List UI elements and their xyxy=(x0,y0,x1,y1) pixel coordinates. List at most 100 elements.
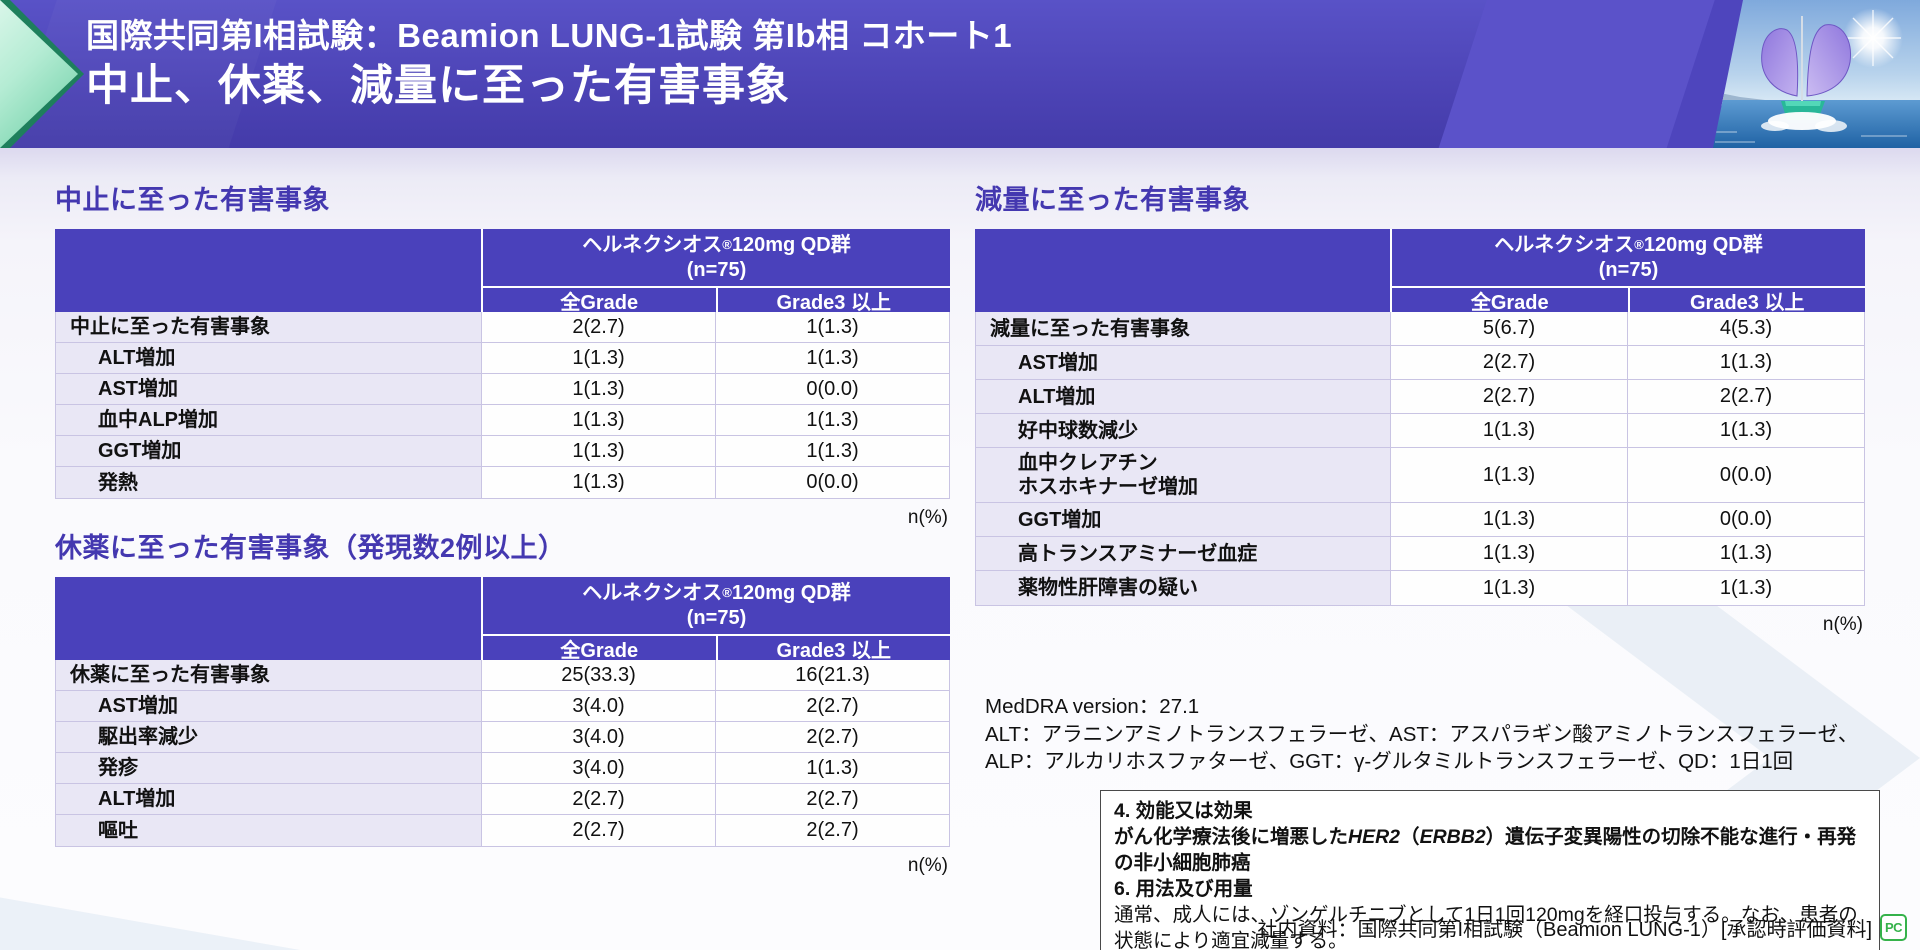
grade3-plus-value: 1(1.3) xyxy=(1627,346,1864,379)
grade3-plus-value: 2(2.7) xyxy=(715,691,949,721)
lung-sailboat-illustration xyxy=(1713,0,1920,148)
brand-name: ヘルネクシオス xyxy=(582,581,723,604)
adverse-event-label: ALT増加 xyxy=(56,784,481,814)
grade3-plus-value: 1(1.3) xyxy=(1627,414,1864,447)
table-row: 薬物性肝障害の疑い 1(1.3) 1(1.3) xyxy=(976,571,1864,605)
grade3-plus-value: 2(2.7) xyxy=(1627,380,1864,413)
grade3-plus-value: 0(0.0) xyxy=(715,374,949,404)
sample-size: (n=75) xyxy=(1598,258,1659,281)
adverse-event-label: AST増加 xyxy=(56,691,481,721)
adverse-event-label: AST増加 xyxy=(976,346,1390,379)
abbreviation-footnotes: MedDRA version：27.1 ALT：アラニンアミノトランスフェラーゼ… xyxy=(985,693,1858,776)
grade3-plus-value: 1(1.3) xyxy=(1627,571,1864,605)
section-title-discontinuation: 中止に至った有害事象 xyxy=(55,185,330,215)
table-body: 減量に至った有害事象 5(6.7) 4(5.3) AST増加 2(2.7) 1(1.3) A… xyxy=(975,312,1865,606)
table-row: 中止に至った有害事象 2(2.7) 1(1.3) xyxy=(56,312,949,343)
column-header-grade3plus: Grade3 以上 xyxy=(715,286,950,314)
table-body: 休薬に至った有害事象 25(33.3) 16(21.3) AST増加 3(4.0) 2(2… xyxy=(55,660,950,847)
all-grade-value: 5(6.7) xyxy=(1390,312,1627,345)
dose-label: 120mg QD群 xyxy=(731,233,851,256)
adverse-event-label: 駆出率減少 xyxy=(56,722,481,752)
adverse-event-label: 血中ALP増加 xyxy=(56,405,481,435)
all-grade-value: 2(2.7) xyxy=(1390,346,1627,379)
adverse-event-label: ALT増加 xyxy=(976,380,1390,413)
indication-heading: 4. 効能又は効果 xyxy=(1114,800,1253,822)
grade3-plus-value: 1(1.3) xyxy=(715,343,949,373)
table-row: GGT増加 1(1.3) 0(0.0) xyxy=(976,503,1864,537)
grade3-plus-value: 1(1.3) xyxy=(715,753,949,783)
table-row: 発疹 3(4.0) 1(1.3) xyxy=(56,753,949,784)
all-grade-value: 2(2.7) xyxy=(481,815,715,846)
right-lung-sail xyxy=(1806,24,1851,97)
sample-size: (n=75) xyxy=(686,258,747,281)
adverse-event-label: 休薬に至った有害事象 xyxy=(56,660,481,690)
gene-name-her2: HER2 xyxy=(1348,826,1401,848)
registered-mark: ® xyxy=(722,584,732,600)
adverse-event-label: 薬物性肝障害の疑い xyxy=(976,571,1390,605)
section-title-interruption: 休薬に至った有害事象（発現数2例以上） xyxy=(55,533,566,563)
adverse-event-label: 好中球数減少 xyxy=(976,414,1390,447)
all-grade-value: 2(2.7) xyxy=(1390,380,1627,413)
treatment-group-header: ヘルネクシオス®120mg QD群 (n=75) xyxy=(481,577,950,634)
grade3-plus-value: 0(0.0) xyxy=(1627,448,1864,502)
dose-label: 120mg QD群 xyxy=(1643,233,1763,256)
sun-rays xyxy=(1845,10,1901,66)
grade3-plus-value: 2(2.7) xyxy=(715,815,949,846)
indication-dosage-box: 4. 効能又は効果 がん化学療法後に増悪したHER2（ERBB2）遺伝子変異陽性… xyxy=(1100,790,1880,950)
adverse-event-label: 中止に至った有害事象 xyxy=(56,312,481,342)
dose-label: 120mg QD群 xyxy=(731,581,851,604)
table-row: 高トランスアミナーゼ血症 1(1.3) 1(1.3) xyxy=(976,537,1864,571)
all-grade-value: 2(2.7) xyxy=(481,312,715,342)
table-row: AST増加 1(1.3) 0(0.0) xyxy=(56,374,949,405)
table-row: GGT増加 1(1.3) 1(1.3) xyxy=(56,436,949,467)
table-row: 嘔吐 2(2.7) 2(2.7) xyxy=(56,815,949,846)
table-row: 駆出率減少 3(4.0) 2(2.7) xyxy=(56,722,949,753)
reduction-table: ヘルネクシオス®120mg QD群 (n=75) 全Grade Grade3 以… xyxy=(975,229,1865,606)
all-grade-value: 1(1.3) xyxy=(1390,503,1627,536)
empty-header-cell xyxy=(975,229,1390,312)
table-header: ヘルネクシオス®120mg QD群 (n=75) 全Grade Grade3 以… xyxy=(55,577,950,662)
all-grade-value: 1(1.3) xyxy=(481,467,715,498)
table-row: 好中球数減少 1(1.3) 1(1.3) xyxy=(976,414,1864,448)
header-titles: 国際共同第I相試験：Beamion LUNG-1試験 第Ib相 コホート1 中止… xyxy=(86,14,1012,114)
all-grade-value: 1(1.3) xyxy=(1390,571,1627,605)
section-title-reduction: 減量に至った有害事象 xyxy=(975,185,1250,215)
abbreviation-line-1: ALT：アラニンアミノトランスフェラーゼ、AST：アスパラギン酸アミノトランスフ… xyxy=(985,722,1859,746)
abbreviation-line-2: ALP：アルカリホスファターゼ、GGT：γ-グルタミルトランスフェラーゼ、QD：… xyxy=(985,750,1794,773)
table-row: 減量に至った有害事象 5(6.7) 4(5.3) xyxy=(976,312,1864,346)
adverse-event-label: ALT増加 xyxy=(56,343,481,373)
discontinuation-section: 中止に至った有害事象 ヘルネクシオス®120mg QD群 (n=75) 全Gra… xyxy=(55,178,950,529)
all-grade-value: 1(1.3) xyxy=(481,436,715,466)
grade3-plus-value: 0(0.0) xyxy=(1627,503,1864,536)
adverse-event-label: GGT増加 xyxy=(976,503,1390,536)
grade3-plus-value: 1(1.3) xyxy=(715,405,949,435)
corner-watermark xyxy=(0,897,300,950)
all-grade-value: 1(1.3) xyxy=(481,343,715,373)
unit-note: n(%) xyxy=(907,855,948,876)
table-row: AST増加 3(4.0) 2(2.7) xyxy=(56,691,949,722)
grade3-plus-value: 1(1.3) xyxy=(715,436,949,466)
indication-segment: （ xyxy=(1400,826,1420,848)
all-grade-value: 2(2.7) xyxy=(481,784,715,814)
adverse-event-label: 発熱 xyxy=(56,467,481,498)
unit-note: n(%) xyxy=(1822,614,1863,635)
adverse-event-label: 血中クレアチン ホスホキナーゼ増加 xyxy=(976,448,1390,502)
grade3-plus-value: 2(2.7) xyxy=(715,722,949,752)
adverse-event-label: 減量に至った有害事象 xyxy=(976,312,1390,345)
all-grade-value: 1(1.3) xyxy=(481,405,715,435)
adverse-event-label: AST増加 xyxy=(56,374,481,404)
all-grade-value: 1(1.3) xyxy=(481,374,715,404)
all-grade-value: 3(4.0) xyxy=(481,753,715,783)
adverse-event-label: 高トランスアミナーゼ血症 xyxy=(976,537,1390,570)
table-row: 血中クレアチン ホスホキナーゼ増加 1(1.3) 0(0.0) xyxy=(976,448,1864,503)
all-grade-value: 1(1.3) xyxy=(1390,537,1627,570)
study-title: 国際共同第I相試験：Beamion LUNG-1試験 第Ib相 コホート1 xyxy=(86,17,1013,54)
grade3-plus-value: 1(1.3) xyxy=(715,312,949,342)
grade3-plus-value: 4(5.3) xyxy=(1627,312,1864,345)
column-header-all-grade: 全Grade xyxy=(481,286,716,314)
sample-size: (n=75) xyxy=(686,606,747,629)
column-header-grade3plus: Grade3 以上 xyxy=(1627,286,1865,314)
table-row: ALT増加 1(1.3) 1(1.3) xyxy=(56,343,949,374)
discontinuation-table: ヘルネクシオス®120mg QD群 (n=75) 全Grade Grade3 以… xyxy=(55,229,950,499)
brand-name: ヘルネクシオス xyxy=(1494,233,1635,256)
